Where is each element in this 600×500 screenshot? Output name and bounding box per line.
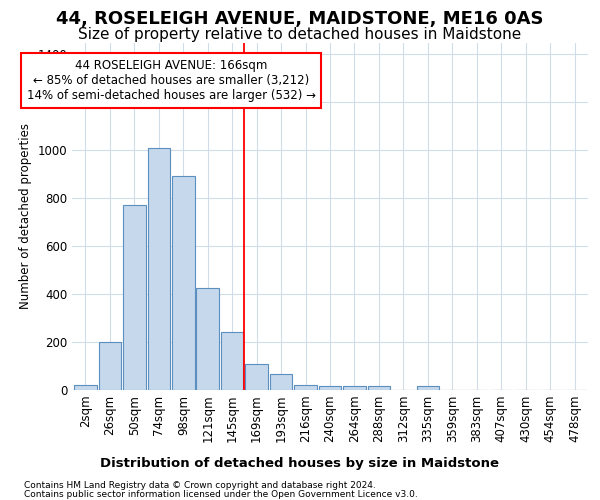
Bar: [416, 386, 439, 390]
Bar: [196, 288, 219, 390]
Bar: [368, 386, 390, 390]
Bar: [319, 386, 341, 390]
Bar: [221, 332, 244, 390]
Text: Distribution of detached houses by size in Maidstone: Distribution of detached houses by size …: [101, 458, 499, 470]
Text: Size of property relative to detached houses in Maidstone: Size of property relative to detached ho…: [79, 28, 521, 42]
Bar: [98, 342, 121, 390]
Text: Contains public sector information licensed under the Open Government Licence v3: Contains public sector information licen…: [24, 490, 418, 499]
Text: 44 ROSELEIGH AVENUE: 166sqm
← 85% of detached houses are smaller (3,212)
14% of : 44 ROSELEIGH AVENUE: 166sqm ← 85% of det…: [26, 60, 316, 102]
Bar: [172, 176, 194, 390]
Bar: [270, 374, 292, 390]
Bar: [245, 364, 268, 390]
Y-axis label: Number of detached properties: Number of detached properties: [19, 123, 32, 309]
Bar: [123, 206, 146, 390]
Bar: [148, 148, 170, 390]
Bar: [74, 384, 97, 390]
Text: Contains HM Land Registry data © Crown copyright and database right 2024.: Contains HM Land Registry data © Crown c…: [24, 481, 376, 490]
Bar: [294, 384, 317, 390]
Text: 44, ROSELEIGH AVENUE, MAIDSTONE, ME16 0AS: 44, ROSELEIGH AVENUE, MAIDSTONE, ME16 0A…: [56, 10, 544, 28]
Bar: [343, 386, 366, 390]
